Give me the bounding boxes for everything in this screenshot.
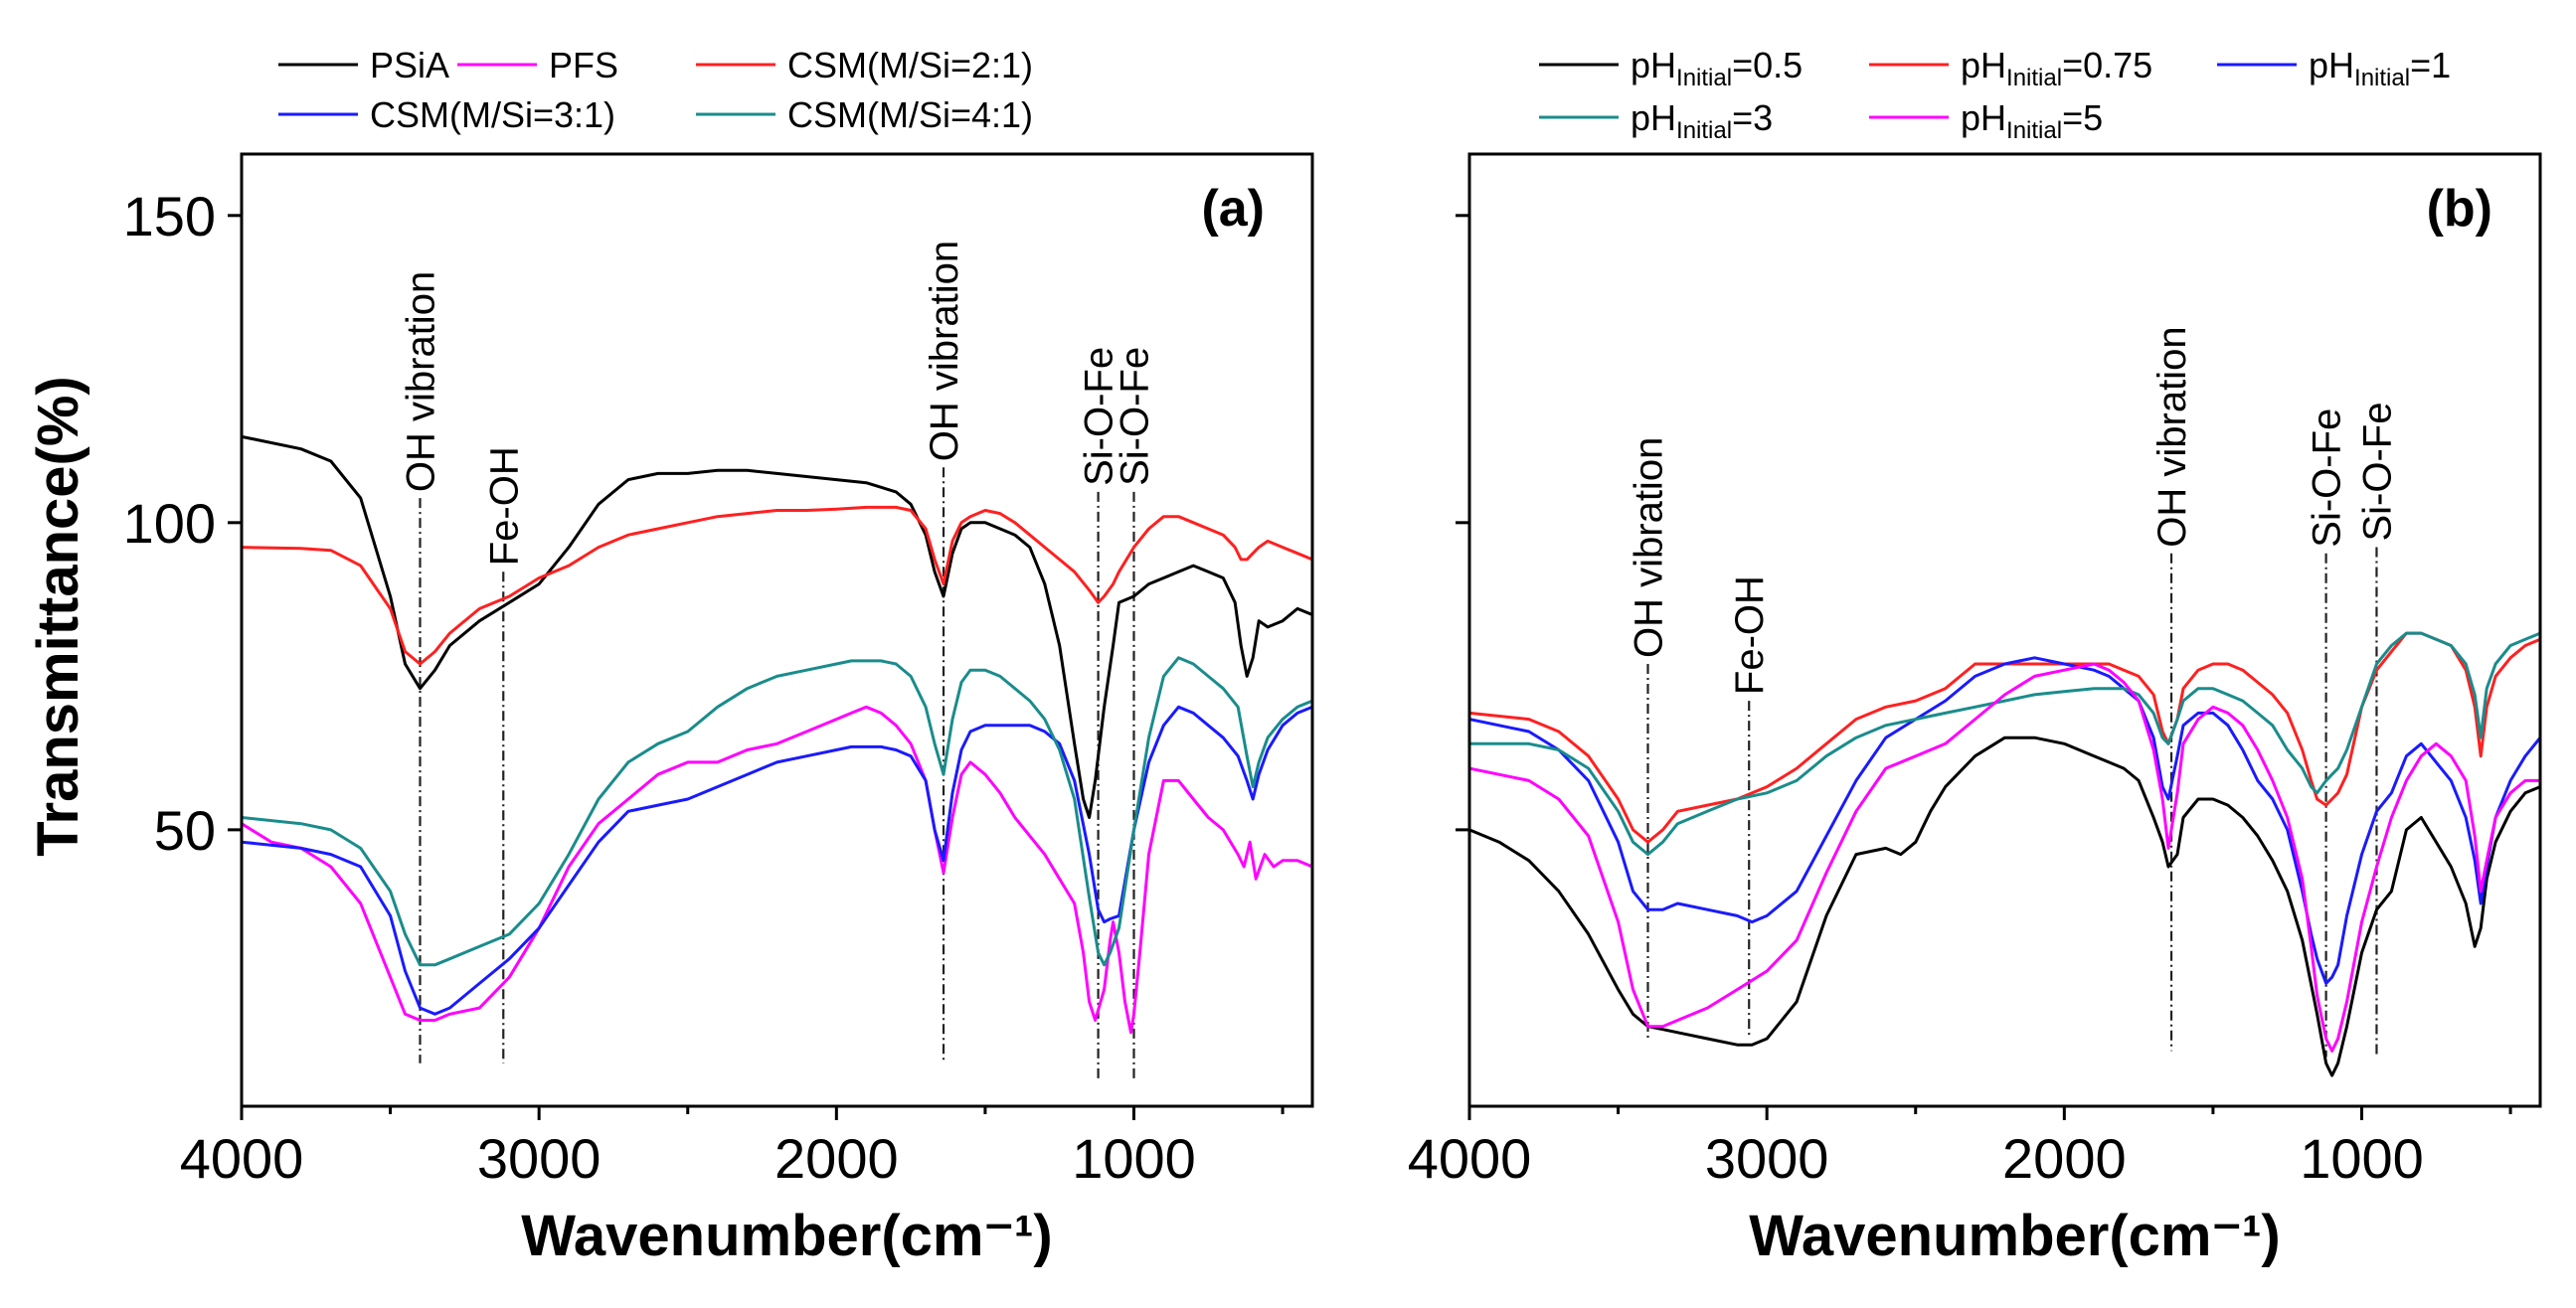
legend-item: CSM(M/Si=4:1)	[696, 94, 1033, 135]
annotation-label: OH vibration	[2150, 326, 2194, 547]
y-tick-label: 150	[123, 185, 216, 247]
x-tick-label: 4000	[1408, 1127, 1532, 1190]
series-line-psia	[242, 434, 1312, 819]
y-axis-title: Transmittance(%)	[26, 376, 90, 856]
legend-label: PFS	[549, 45, 618, 85]
series-line-csm-m-si-4-1-	[242, 656, 1312, 967]
legend-label: pHInitial=1	[2309, 45, 2451, 91]
series-group	[242, 434, 1312, 1035]
series-line-ph-initial-3	[1469, 631, 2540, 857]
legend-item: PFS	[457, 45, 618, 85]
series-line-ph-initial-5	[1469, 662, 2540, 1053]
series-line-ph-initial-0-5	[1469, 736, 2540, 1077]
legend-item: pHInitial=0.5	[1539, 45, 1803, 91]
legend-item: pHInitial=3	[1539, 97, 1773, 144]
x-tick-label: 3000	[1705, 1127, 1829, 1190]
plot-frame	[1467, 152, 2542, 1108]
series-line-csm-m-si-3-1-	[242, 705, 1312, 1016]
series-group	[1469, 631, 2540, 1077]
plot-frame	[240, 152, 1314, 1108]
legend-label: PSiA	[370, 45, 449, 85]
annotation-label: Si-O-Fe	[1114, 347, 1157, 486]
legend-item: CSM(M/Si=2:1)	[696, 45, 1033, 85]
annotation-label: Si-O-Fe	[2306, 409, 2349, 548]
panel-label: (a)	[1201, 180, 1265, 238]
annotation-label: Si-O-Fe	[2355, 403, 2399, 542]
legend-label: pHInitial=5	[1961, 97, 2103, 144]
y-tick-label: 100	[123, 492, 216, 555]
series-line-pfs	[242, 705, 1312, 1035]
x-tick-label: 3000	[477, 1127, 601, 1190]
annotation-label: Fe-OH	[482, 446, 526, 566]
series-line-csm-m-si-2-1-	[242, 505, 1312, 666]
x-tick-label: 2000	[774, 1127, 899, 1190]
x-axis-title: Wavenumber(cm⁻¹)	[1749, 1204, 2280, 1268]
x-axis-title: Wavenumber(cm⁻¹)	[521, 1204, 1052, 1268]
annotation-label: OH vibration	[1628, 437, 1671, 658]
annotation-label: Fe-OH	[1728, 575, 1772, 695]
annotation-label: OH vibration	[400, 271, 443, 492]
legend-item: CSM(M/Si=3:1)	[278, 94, 615, 135]
legend-label: pHInitial=0.75	[1961, 45, 2152, 91]
legend-item: pHInitial=5	[1869, 97, 2103, 144]
annotation-label: Si-O-Fe	[1078, 347, 1121, 486]
series-line-ph-initial-1	[1469, 656, 2540, 985]
legend-label: pHInitial=3	[1631, 97, 1773, 144]
legend-label: CSM(M/Si=4:1)	[787, 94, 1033, 135]
legend-item: PSiA	[278, 45, 449, 85]
x-tick-label: 4000	[180, 1127, 304, 1190]
y-tick-label: 50	[154, 799, 216, 862]
legend-label: CSM(M/Si=3:1)	[370, 94, 615, 135]
panel-b: OH vibration Fe-OH OH vibration Si-O-Fe Si-O…	[1408, 45, 2542, 1268]
legend-item: pHInitial=1	[2217, 45, 2451, 91]
x-tick-label: 1000	[1072, 1127, 1196, 1190]
panel-label: (b)	[2427, 180, 2492, 238]
x-tick-label: 2000	[2002, 1127, 2127, 1190]
annotation-label: OH vibration	[923, 241, 966, 461]
legend-item: pHInitial=0.75	[1869, 45, 2152, 91]
legend-label: CSM(M/Si=2:1)	[787, 45, 1033, 85]
panel-a: OH vibration Fe-OH OH vibration Si-O-FeSi-O…	[123, 45, 1314, 1268]
legend-label: pHInitial=0.5	[1631, 45, 1803, 91]
x-tick-label: 1000	[2300, 1127, 2424, 1190]
